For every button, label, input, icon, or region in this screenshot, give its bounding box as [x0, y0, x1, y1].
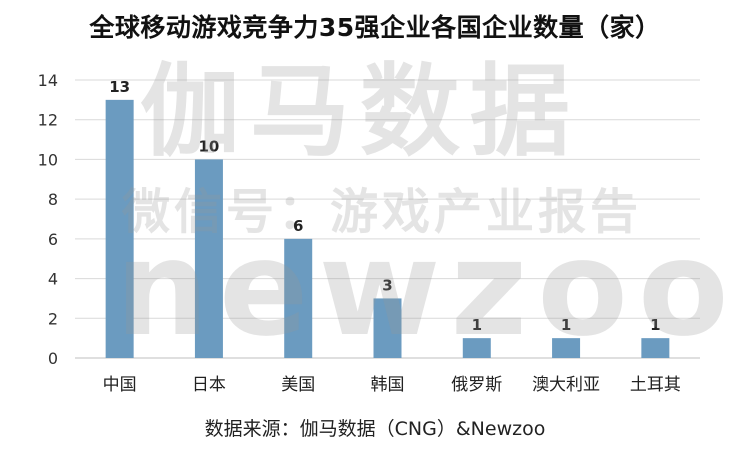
y-tick-label: 2 — [48, 309, 58, 328]
x-tick-label: 中国 — [103, 375, 137, 395]
y-tick-label: 10 — [38, 150, 58, 169]
bar — [641, 338, 670, 358]
data-label: 1 — [650, 316, 660, 334]
bar — [284, 238, 313, 358]
data-label: 3 — [382, 276, 392, 294]
bar — [552, 338, 581, 358]
data-label: 13 — [109, 78, 130, 96]
y-tick-label: 6 — [48, 230, 58, 249]
data-label: 10 — [198, 137, 219, 155]
chart-title: 全球移动游戏竞争力35强企业各国企业数量（家） — [89, 13, 661, 42]
x-tick-label: 美国 — [281, 375, 315, 395]
y-tick-label: 14 — [38, 71, 58, 90]
bar — [373, 298, 402, 358]
y-tick-label: 0 — [48, 349, 58, 368]
bar — [105, 99, 134, 358]
bar — [462, 338, 491, 358]
source-note: 数据来源：伽马数据（CNG）&Newzoo — [204, 418, 546, 440]
y-tick-label: 8 — [48, 190, 58, 209]
data-label: 1 — [472, 316, 482, 334]
y-tick-label: 12 — [38, 111, 58, 130]
x-tick-label: 土耳其 — [630, 375, 681, 395]
data-label: 6 — [293, 217, 303, 235]
x-tick-label: 日本 — [192, 375, 226, 395]
bar — [194, 159, 223, 358]
data-label: 1 — [561, 316, 571, 334]
y-tick-label: 4 — [48, 270, 58, 289]
x-tick-label: 澳大利亚 — [532, 375, 600, 395]
x-tick-label: 韩国 — [371, 375, 405, 395]
x-tick-label: 俄罗斯 — [451, 375, 502, 395]
